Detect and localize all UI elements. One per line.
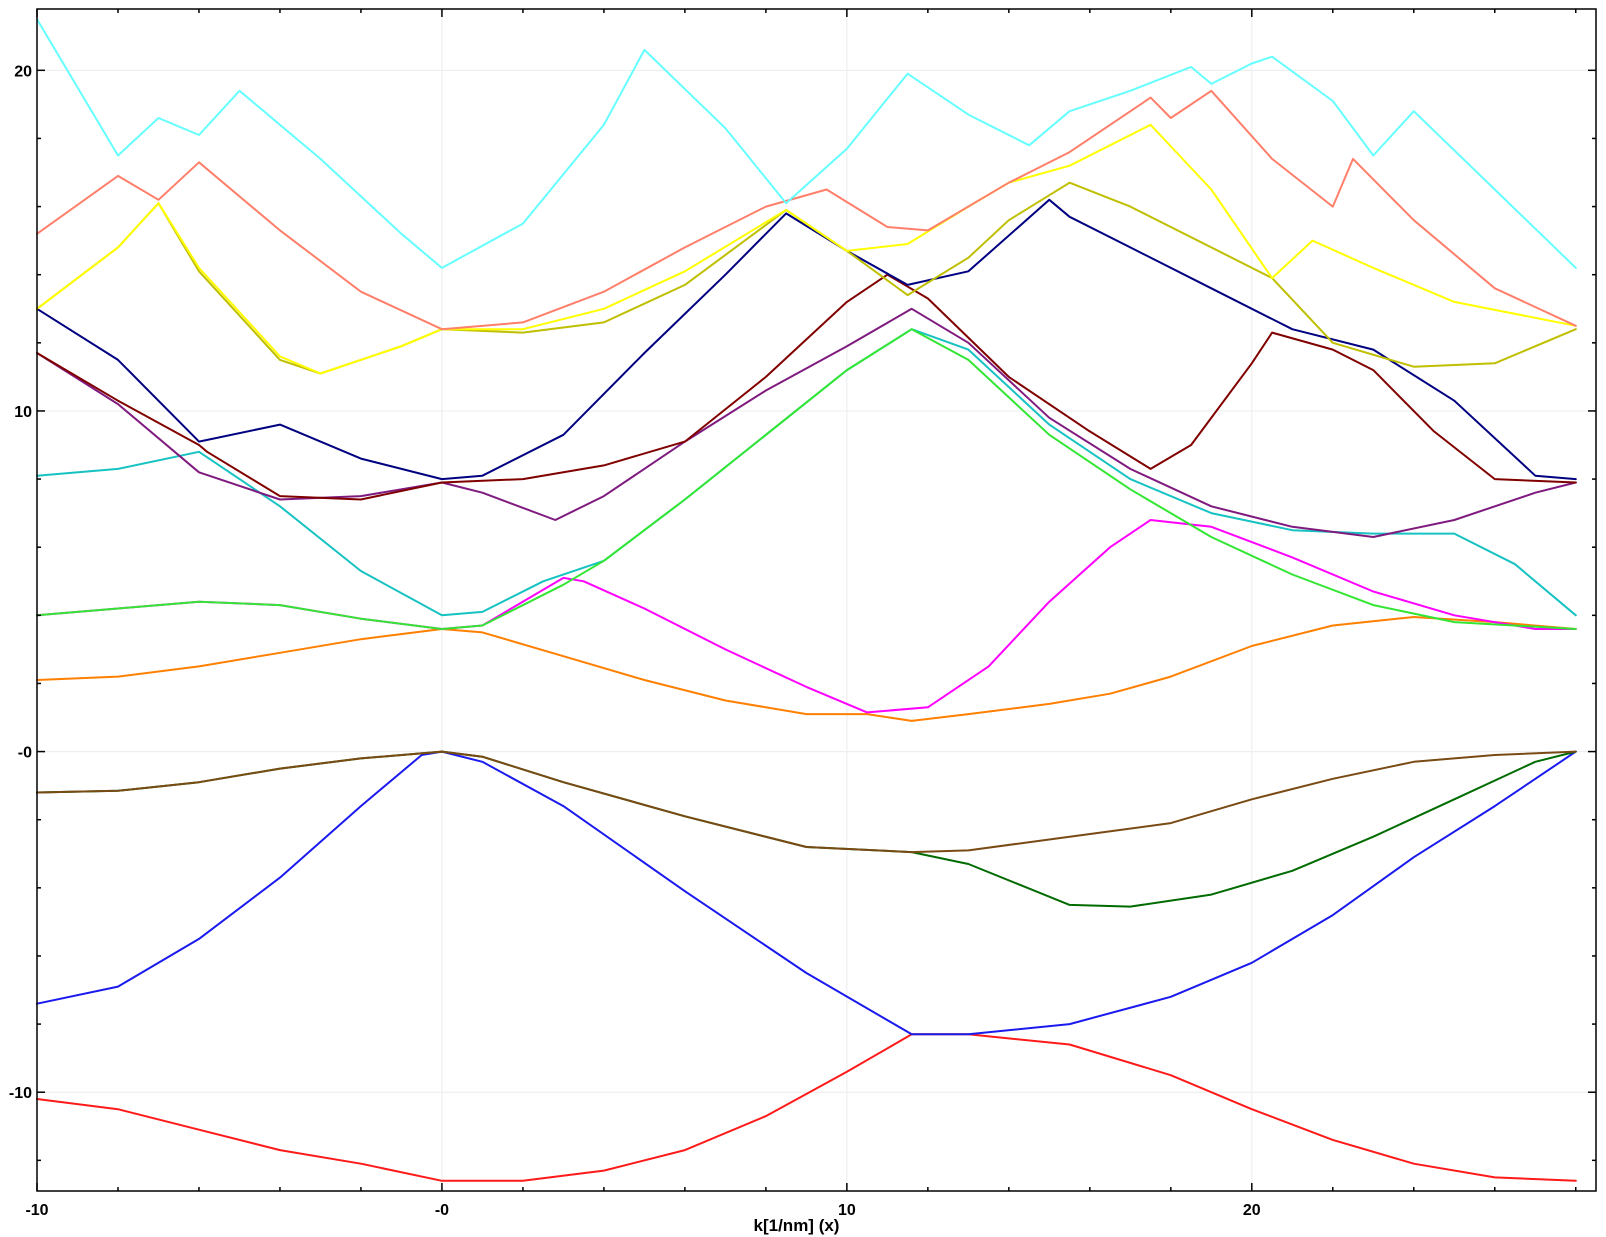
band-line-12 bbox=[36, 181, 1577, 375]
series-lines bbox=[36, 18, 1577, 1182]
band-line-10 bbox=[36, 273, 1577, 501]
y-tick-label: 20 bbox=[14, 63, 32, 80]
plot-frame bbox=[36, 8, 1597, 1192]
band-line-13 bbox=[36, 123, 1577, 375]
x-tick-label: -0 bbox=[435, 1202, 449, 1219]
band-line-6 bbox=[36, 519, 1577, 714]
x-tick-label: 20 bbox=[1243, 1202, 1261, 1219]
grid bbox=[36, 9, 1596, 1191]
axis-ticks: -10 -0 10 20 -10 -0 10 20 bbox=[9, 9, 1596, 1219]
y-tick-label: -0 bbox=[18, 745, 32, 762]
y-tick-label: -10 bbox=[9, 1085, 32, 1102]
band-line-3 bbox=[36, 750, 1577, 908]
band-line-1 bbox=[36, 1033, 1577, 1182]
band-line-2 bbox=[36, 750, 1577, 1036]
band-line-7 bbox=[36, 328, 1577, 617]
band-line-8 bbox=[36, 328, 1577, 630]
band-line-15 bbox=[36, 18, 1577, 269]
band-line-14 bbox=[36, 89, 1577, 331]
band-line-4 bbox=[36, 750, 1577, 854]
x-tick-label: 10 bbox=[838, 1202, 856, 1219]
x-axis-label: k[1/nm] (x) bbox=[754, 1216, 840, 1235]
y-tick-label: 10 bbox=[14, 404, 32, 421]
band-line-5 bbox=[36, 616, 1577, 722]
x-tick-label: -10 bbox=[25, 1202, 48, 1219]
